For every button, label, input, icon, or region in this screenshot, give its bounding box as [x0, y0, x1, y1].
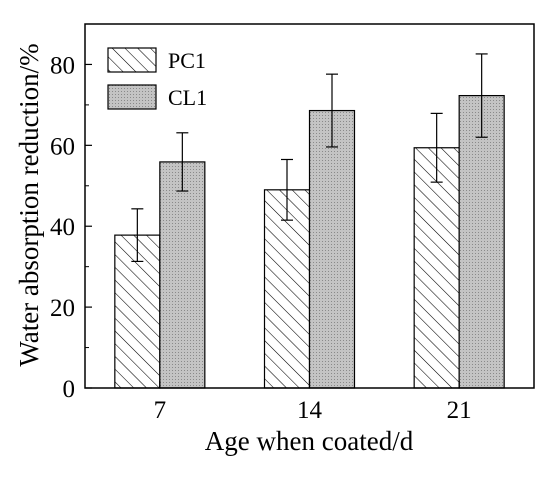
legend-label-pc1: PC1: [168, 48, 206, 73]
bar-pc1-14: [263, 189, 311, 389]
error-bar-cl1-7: [176, 132, 189, 192]
y-tick-label-40: 40: [50, 214, 75, 241]
y-tick-label-60: 60: [50, 133, 75, 160]
x-axis-label: Age when coated/d: [205, 426, 414, 456]
bar-pc1-21: [413, 147, 460, 389]
bar-cl1-14: [308, 109, 356, 389]
x-tick-label-14: 14: [297, 397, 323, 424]
error-bar-pc1-14: [281, 158, 293, 221]
plot-area: 7 14 21 0 20 40 60 80: [50, 23, 535, 424]
bar-cl1-21: [458, 94, 505, 389]
y-tick-label-80: 80: [50, 52, 75, 79]
error-bar-cl1-21: [475, 53, 488, 138]
error-bar-pc1-21: [430, 112, 443, 183]
legend-swatch-pc1: [107, 47, 157, 73]
error-bar-cl1-14: [326, 73, 338, 148]
bar-cl1-7: [159, 161, 206, 389]
legend-swatch-cl1: [107, 84, 157, 110]
legend-label-cl1: CL1: [168, 85, 207, 110]
y-axis-label: Water absorption reduction/%: [14, 43, 44, 366]
x-tick-label-7: 7: [154, 397, 167, 424]
y-tick-label-0: 0: [63, 376, 76, 403]
x-tick-label-21: 21: [447, 397, 472, 424]
plot-frame: [84, 23, 535, 389]
error-bar-pc1-7: [131, 208, 144, 263]
y-tick-label-20: 20: [50, 295, 75, 322]
